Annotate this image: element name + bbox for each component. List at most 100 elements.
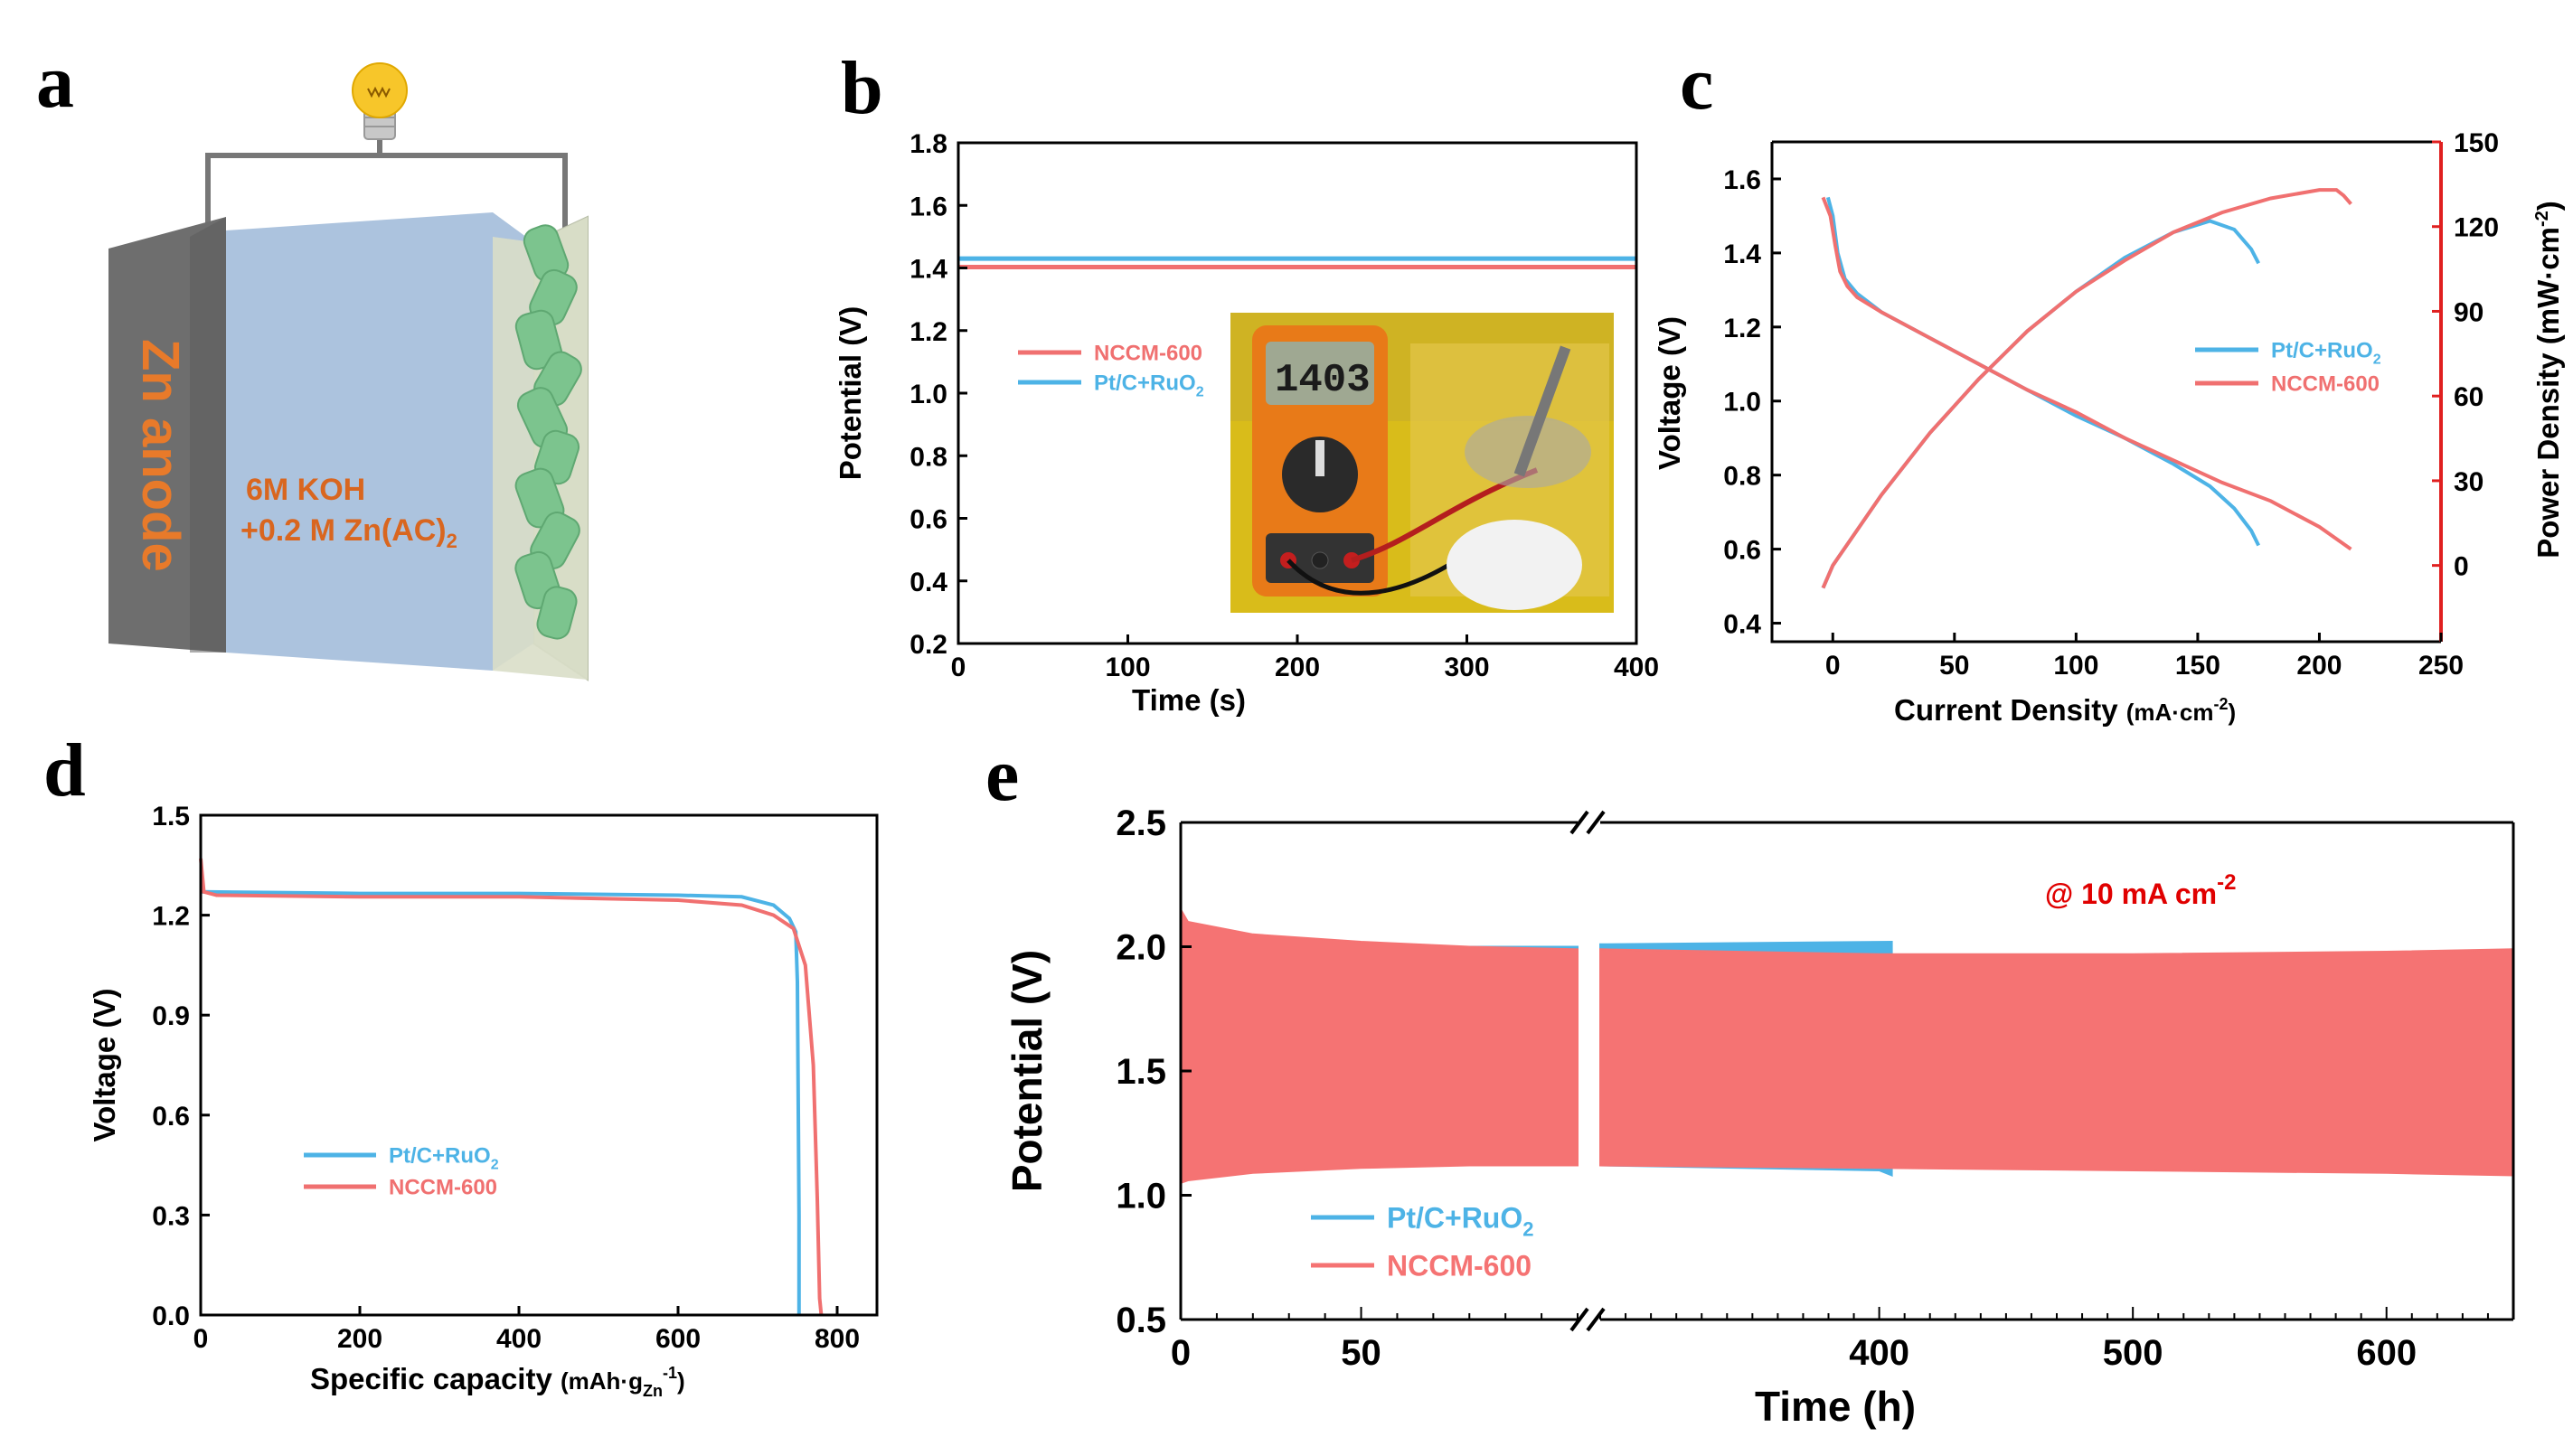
x-tick-label: 50 bbox=[1341, 1333, 1381, 1373]
multimeter-photo-inset: 1403 bbox=[1230, 313, 1614, 613]
multimeter-display bbox=[1266, 342, 1374, 405]
catalyst-rods bbox=[514, 224, 582, 640]
y-tick-label: 0.3 bbox=[152, 1201, 190, 1231]
x-tick-label: 100 bbox=[2053, 651, 2098, 681]
y-tick-label: 0.2 bbox=[910, 630, 947, 660]
y-axis-title: Voltage (V) bbox=[1653, 316, 1686, 470]
panel-b-chart: 0 100 200 300 400 0.2 0.4 0.6 0.8 1.0 1.2 1.4 1.6 1.8… bbox=[834, 129, 1659, 717]
panel-label-d: d bbox=[43, 728, 86, 813]
y-tick-label: 1.2 bbox=[152, 902, 190, 932]
y2-axis-title: Power Density (mW·cm-2) bbox=[2531, 201, 2565, 559]
legend-ptc-ruo2-label: Pt/C+RuO2 bbox=[2271, 339, 2381, 368]
y2-tick-label: 60 bbox=[2454, 382, 2483, 412]
y2-tick-label: 120 bbox=[2454, 213, 2499, 243]
x-tick-label: 400 bbox=[1614, 653, 1659, 682]
y2-tick-label: 30 bbox=[2454, 467, 2483, 497]
electrolyte-region bbox=[226, 212, 533, 671]
zn-anode-label: Zn anode bbox=[131, 339, 190, 572]
x-tick-label: 800 bbox=[815, 1324, 860, 1354]
panel-c-chart: 0 50 100 150 200 250 0.4 0.6 0.8 1.0 1.2 1.4 1.6 0 30 6… bbox=[1653, 128, 2565, 727]
y-tick-label: 0.6 bbox=[1723, 536, 1761, 566]
series-line-nccm-600 bbox=[199, 858, 824, 1316]
axis-break-mark bbox=[1569, 810, 1589, 835]
circuit-wire bbox=[205, 153, 568, 244]
y-axis-title: Potential (V) bbox=[1004, 950, 1051, 1192]
x-tick-label: 400 bbox=[496, 1324, 542, 1354]
y-tick-label: 0.8 bbox=[1723, 462, 1761, 492]
y-tick-label: 1.4 bbox=[1723, 240, 1761, 269]
y-tick-label: 0.9 bbox=[152, 1001, 190, 1031]
x-axis-title: Specific capacity (mAh·gZn-1) bbox=[310, 1362, 685, 1400]
series-line-power-ptc-ruo2 bbox=[1821, 219, 2260, 589]
y-tick-label: 1.6 bbox=[1723, 165, 1761, 195]
panel-d-chart: 0 200 400 600 800 0.0 0.3 0.6 0.9 1.2 1.5 Specific … bbox=[88, 802, 879, 1400]
x-tick-label: 200 bbox=[337, 1324, 382, 1354]
series-line-power-nccm-600 bbox=[1821, 188, 2352, 589]
x-tick-label: 0 bbox=[1171, 1333, 1191, 1373]
series-line-voltage-ptc-ruo2 bbox=[1825, 196, 2260, 547]
meter-reading: 1403 bbox=[1275, 358, 1371, 403]
y-tick-label: 0.4 bbox=[1723, 610, 1761, 640]
electrolyte-label-2: +0.2 M Zn(AC)2 bbox=[240, 513, 457, 552]
panel-label-a: a bbox=[36, 40, 74, 124]
gloved-hand bbox=[1447, 520, 1582, 610]
x-tick-label: 200 bbox=[1275, 653, 1320, 682]
x-tick-label: 300 bbox=[1444, 653, 1489, 682]
legend-nccm-600-label: NCCM-600 bbox=[2271, 372, 2380, 397]
x-tick-label: 250 bbox=[2418, 651, 2464, 681]
x-tick-label: 150 bbox=[2175, 651, 2220, 681]
panel-label-b: b bbox=[841, 46, 883, 130]
panel-e-chart: 0 50 400 500 600 0.5 1.0 1.5 2.0 2.5 Time (h) Poten… bbox=[1004, 803, 2515, 1430]
y-tick-label: 1.6 bbox=[910, 192, 947, 221]
panel-b-series: 0 100 200 300 400 0.2 0.4 0.6 0.8 1.0 1.2 1.4 1.6 1.8… bbox=[834, 129, 1659, 717]
y-tick-label: 1.2 bbox=[910, 317, 947, 347]
panel-label-c: c bbox=[1680, 42, 1713, 126]
x-tick-label: 200 bbox=[2296, 651, 2342, 681]
y-tick-label: 2.5 bbox=[1116, 803, 1166, 843]
y-axis-title: Voltage (V) bbox=[88, 989, 121, 1142]
panel-d-series: 0 200 400 600 800 0.0 0.3 0.6 0.9 1.2 1.5 Specific … bbox=[88, 802, 879, 1400]
left-bottom-axis bbox=[1770, 142, 2441, 643]
y-tick-label: 1.5 bbox=[1116, 1052, 1166, 1092]
y2-tick-label: 150 bbox=[2454, 128, 2499, 158]
y-tick-label: 1.8 bbox=[910, 129, 947, 159]
x-tick-label: 0 bbox=[1825, 651, 1841, 681]
plot-frame bbox=[199, 813, 879, 1317]
panel-c-series: 0 50 100 150 200 250 0.4 0.6 0.8 1.0 1.2 1.4 1.6 0 30 6… bbox=[1653, 128, 2565, 727]
x-axis-title: Time (s) bbox=[1132, 683, 1246, 717]
axis-break-mark bbox=[1586, 1307, 1606, 1332]
y-axis-title: Potential (V) bbox=[834, 306, 867, 481]
x-tick-label: 100 bbox=[1105, 653, 1150, 682]
legend-ptc-ruo2-label: Pt/C+RuO2 bbox=[389, 1144, 499, 1173]
panel-e-series: 0 50 400 500 600 0.5 1.0 1.5 2.0 2.5 Time (h) Poten… bbox=[1004, 803, 2515, 1430]
legend-ptc-ruo2-label: Pt/C+RuO2 bbox=[1387, 1202, 1533, 1241]
x-tick-label: 500 bbox=[2103, 1333, 2163, 1373]
y-tick-label: 1.4 bbox=[910, 255, 947, 285]
x-tick-label: 600 bbox=[2356, 1333, 2417, 1373]
x-tick-label: 50 bbox=[1939, 651, 1969, 681]
x-axis-title: Current Density (mA·cm-2) bbox=[1894, 693, 2236, 727]
panel-label-e: e bbox=[985, 733, 1019, 817]
y-tick-label: 0.8 bbox=[910, 442, 947, 472]
y-tick-label: 0.0 bbox=[152, 1301, 190, 1331]
x-tick-label: 600 bbox=[655, 1324, 701, 1354]
electrolyte-label-1: 6M KOH bbox=[246, 473, 365, 507]
series-line-voltage-nccm-600 bbox=[1821, 196, 2352, 551]
series-line-ptc-ruo2 bbox=[200, 889, 801, 1315]
axis-break-mark bbox=[1586, 810, 1606, 835]
x-tick-label: 0 bbox=[193, 1324, 209, 1354]
legend-nccm-600-label: NCCM-600 bbox=[1387, 1250, 1532, 1282]
y-tick-label: 0.6 bbox=[910, 505, 947, 535]
legend-nccm-600-label: NCCM-600 bbox=[389, 1176, 497, 1200]
y-tick-label: 1.0 bbox=[910, 380, 947, 409]
x-tick-label: 0 bbox=[951, 653, 966, 682]
y-tick-label: 0.6 bbox=[152, 1102, 190, 1132]
axis-break-mark bbox=[1569, 1307, 1589, 1332]
y-tick-label: 1.5 bbox=[152, 802, 190, 831]
legend-ptc-ruo2-label: Pt/C+RuO2 bbox=[1094, 371, 1204, 400]
series-band-nccm-600-seg2 bbox=[1599, 948, 2514, 1177]
current-density-annotation: @ 10 mA cm-2 bbox=[2045, 870, 2236, 910]
light-bulb-icon bbox=[352, 62, 408, 155]
y-tick-label: 0.4 bbox=[910, 568, 947, 597]
y-tick-label: 2.0 bbox=[1116, 928, 1166, 968]
